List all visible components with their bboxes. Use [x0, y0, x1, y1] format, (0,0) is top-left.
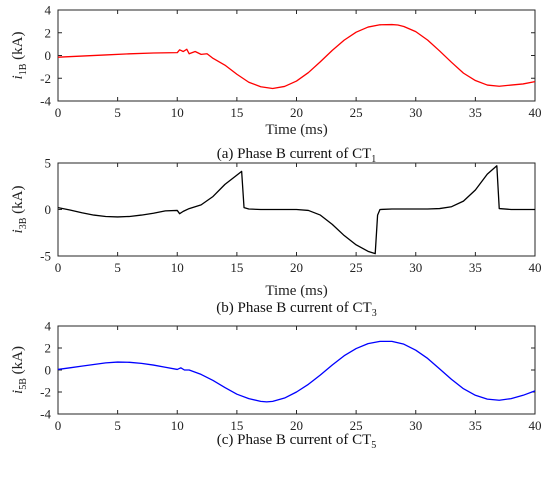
x-tick-label: 35 [469, 105, 482, 120]
panel-caption: (c) Phase B current of CT5 [217, 432, 377, 451]
caption-sub: 3 [372, 308, 377, 319]
plot-frame [57, 9, 536, 102]
y-axis-unit: (kA) [10, 346, 26, 378]
y-axis-sub: 5B [18, 378, 29, 390]
y-axis-label: i3B (kA) [10, 186, 29, 234]
y-tick-label: 4 [45, 319, 52, 334]
y-tick-label: 0 [45, 363, 52, 378]
x-tick-label: 20 [290, 105, 303, 120]
x-tick-label: 5 [114, 418, 121, 433]
series-line [57, 165, 535, 255]
x-tick-label: 15 [230, 105, 243, 120]
x-tick-label: 0 [55, 105, 62, 120]
x-axis-label: Time (ms) [265, 283, 327, 299]
x-tick-label: 5 [114, 105, 121, 120]
y-axis-var: i [10, 229, 26, 233]
y-axis-sub: 3B [18, 217, 29, 229]
x-tick-label: 10 [171, 260, 184, 275]
series-line [57, 23, 536, 90]
x-tick-label: 35 [469, 418, 482, 433]
y-tick-label: 5 [45, 156, 52, 171]
x-tick-label: 25 [350, 105, 363, 120]
x-tick-label: 35 [469, 260, 482, 275]
x-tick-label: 15 [230, 418, 243, 433]
y-axis-unit: (kA) [10, 32, 26, 64]
y-tick-label: 4 [45, 3, 52, 18]
caption-sub: 5 [371, 440, 376, 451]
y-tick-label: -4 [40, 94, 51, 109]
x-tick-label: 30 [409, 105, 422, 120]
x-tick-label: 25 [350, 418, 363, 433]
x-tick-label: 40 [529, 105, 542, 120]
y-axis-var: i [10, 390, 26, 394]
y-axis-label: i1B (kA) [10, 32, 29, 80]
x-tick-label: 15 [230, 260, 243, 275]
caption-text: (c) Phase B current of CT [217, 432, 372, 448]
series-line [57, 340, 536, 403]
y-tick-label: -5 [40, 249, 51, 264]
x-tick-label: 30 [409, 260, 422, 275]
x-tick-label: 10 [171, 418, 184, 433]
y-tick-label: 2 [45, 25, 52, 40]
panel-b: 0 5 10 15 20 25 30 35 40 -5 0 5 i3B (kA) Time (ms)(b)… [10, 156, 542, 320]
x-tick-label: 40 [529, 260, 542, 275]
x-axis-label: Time (ms) [265, 122, 327, 138]
y-tick-label: -2 [40, 71, 51, 86]
y-tick-label: -2 [40, 385, 51, 400]
y-tick-label: 0 [45, 48, 52, 63]
panel-caption: (a) Phase B current of CT1 [217, 146, 377, 165]
panel-caption: (b) Phase B current of CT3 [216, 300, 376, 319]
x-tick-label: 10 [171, 105, 184, 120]
x-tick-label: 0 [55, 260, 62, 275]
panel-a: 0 5 10 15 20 25 30 35 40 -4 -2 0 2 4 i1B (kA) Time (ms)… [10, 3, 542, 166]
x-tick-label: 20 [290, 418, 303, 433]
x-tick-label: 25 [350, 260, 363, 275]
y-tick-label: 0 [45, 202, 52, 217]
x-tick-label: 5 [114, 260, 121, 275]
y-tick-label: -4 [40, 407, 51, 422]
y-axis-label: i5B (kA) [10, 346, 29, 394]
caption-sub: 1 [371, 154, 376, 165]
x-tick-label: 40 [529, 418, 542, 433]
y-tick-label: 2 [45, 341, 52, 356]
y-axis-var: i [10, 75, 26, 79]
x-tick-label: 30 [409, 418, 422, 433]
y-axis-sub: 1B [18, 63, 29, 75]
plot-frame [57, 325, 536, 415]
caption-text: (b) Phase B current of CT [216, 300, 371, 316]
x-tick-label: 0 [55, 418, 62, 433]
y-axis-unit: (kA) [10, 186, 26, 218]
x-tick-label: 20 [290, 260, 303, 275]
caption-text: (a) Phase B current of CT [217, 146, 372, 162]
panel-c: 0 5 10 15 20 25 30 35 40 -4 -2 0 2 4 i5B (kA) (c) Phase… [10, 319, 542, 452]
